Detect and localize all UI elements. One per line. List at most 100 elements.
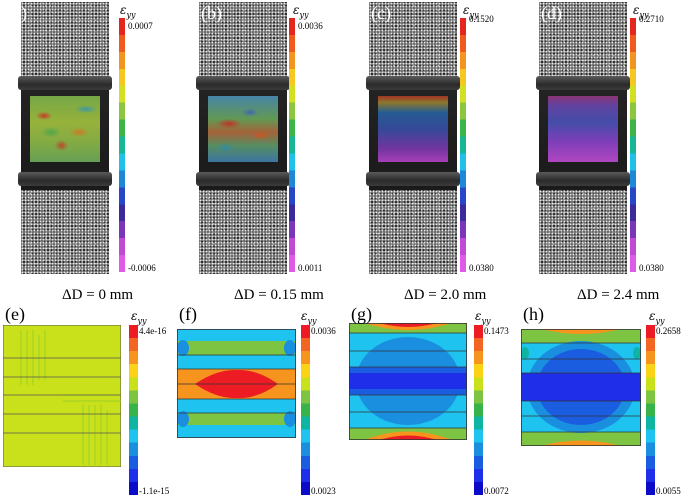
upper-grip-texture	[539, 2, 627, 76]
fe-hotspot	[541, 440, 621, 446]
upper-clamp	[366, 76, 460, 90]
panel-label-e: (e)	[5, 304, 25, 324]
panel-label-h: (h)	[523, 304, 544, 324]
dic-strain-overlay-a	[30, 96, 100, 162]
symbol-sub: yy	[299, 10, 309, 20]
ply-lines	[3, 357, 121, 434]
fe-contour-e	[3, 325, 121, 467]
colorbar-min-g: 0.0072	[484, 486, 509, 496]
ply-lines	[521, 329, 641, 446]
fe-hotspot	[379, 323, 437, 327]
lower-clamp	[366, 172, 460, 186]
colorbar-max-d: 0.2710	[639, 14, 664, 24]
lower-grip-texture	[539, 190, 627, 274]
colorbar-max-a: 0.0007	[128, 21, 153, 31]
colorbar-b	[289, 18, 295, 272]
colorbar-max-f: 0.0036	[311, 326, 336, 336]
ply-lines	[177, 329, 296, 438]
colorbar-symbol-f: εyy	[301, 309, 317, 325]
fe-hotspot	[379, 435, 437, 440]
fe-band	[177, 329, 296, 341]
fe-band	[177, 399, 296, 413]
panel-label-c: (c)	[371, 3, 391, 23]
dic-strain-overlay-c	[378, 96, 448, 162]
symbol-main: ε	[293, 3, 300, 17]
ply-lines	[349, 323, 467, 440]
fe-band	[177, 341, 296, 355]
colorbar-min-d: 0.0380	[639, 263, 664, 273]
fe-band	[521, 432, 641, 446]
lower-grip-texture	[199, 190, 287, 274]
caption-b: ΔD = 0.15 mm	[234, 287, 324, 303]
caption-d: ΔD = 2.4 mm	[577, 287, 660, 303]
upper-clamp	[536, 76, 630, 90]
fe-band	[177, 413, 296, 425]
fe-edge-spot	[177, 340, 189, 356]
caption-a: ΔD = 0 mm	[62, 287, 134, 303]
colorbar-symbol-d: εyy	[633, 3, 649, 19]
symbol-main: ε	[301, 309, 308, 323]
fe-edge-spot	[177, 411, 189, 427]
symbol-sub: yy	[126, 10, 136, 20]
colorbar-min-c: 0.0380	[469, 263, 494, 273]
fe-band	[177, 425, 296, 438]
fe-contour-f	[177, 329, 296, 438]
colorbar-symbol-b: εyy	[293, 3, 309, 19]
colorbar-min-e: -1.1e-15	[139, 486, 170, 496]
upper-grip-texture	[21, 2, 109, 76]
lower-clamp	[196, 172, 290, 186]
upper-clamp	[196, 76, 290, 90]
colorbar-max-c: 0.1520	[469, 14, 494, 24]
lower-clamp	[536, 172, 630, 186]
dic-strain-overlay-d	[548, 96, 618, 162]
colorbar-symbol-e: εyy	[131, 309, 147, 325]
lower-clamp	[18, 172, 112, 186]
fe-edge-spot	[521, 347, 529, 359]
colorbar-d	[630, 18, 636, 272]
lower-grip-texture	[21, 190, 109, 274]
fe-band	[177, 355, 296, 369]
specimen-photo-a	[18, 2, 112, 274]
specimen-photo-c	[366, 2, 460, 274]
fe-edge-spot	[284, 340, 296, 356]
fe-contour-g-svg	[349, 323, 467, 440]
colorbar-c	[460, 18, 466, 272]
panel-label-b: (b)	[201, 3, 222, 23]
symbol-sub: yy	[307, 316, 317, 326]
colorbar-min-b: 0.0011	[298, 263, 323, 273]
fe-contour-e-svg	[3, 325, 121, 467]
colorbar-symbol-a: εyy	[120, 3, 136, 19]
symbol-sub: yy	[469, 10, 479, 20]
caption-c: ΔD = 2.0 mm	[404, 287, 487, 303]
upper-grip-texture	[199, 2, 287, 76]
symbol-main: ε	[649, 309, 656, 323]
panel-label-d: (d)	[541, 3, 562, 23]
panel-label-f: (f)	[179, 304, 197, 324]
panel-label-a: (a)	[7, 3, 27, 23]
fe-contour-g	[349, 323, 467, 440]
fe-contour-f-svg	[177, 329, 296, 438]
colorbar-min-h: 0.0055	[656, 486, 681, 496]
upper-clamp	[18, 76, 112, 90]
symbol-sub: yy	[639, 10, 649, 20]
symbol-main: ε	[463, 3, 470, 17]
lower-grip-texture	[369, 190, 457, 274]
symbol-sub: yy	[481, 316, 491, 326]
symbol-main: ε	[475, 309, 482, 323]
upper-grip-texture	[369, 2, 457, 76]
colorbar-f	[301, 325, 310, 495]
fe-edge-spot	[633, 347, 641, 359]
colorbar-h	[646, 325, 655, 495]
symbol-sub: yy	[655, 316, 665, 326]
symbol-main: ε	[131, 309, 138, 323]
colorbar-max-e: 4.4e-16	[139, 326, 167, 336]
fe-band	[521, 373, 641, 401]
colorbar-max-g: 0.1473	[484, 326, 509, 336]
fe-contour-h	[521, 329, 641, 446]
colorbar-min-f: 0.0023	[311, 486, 336, 496]
colorbar-max-b: 0.0036	[298, 21, 323, 31]
colorbar-symbol-c: εyy	[463, 3, 479, 19]
specimen-photo-b	[196, 2, 290, 274]
panel-label-g: (g)	[351, 304, 372, 324]
